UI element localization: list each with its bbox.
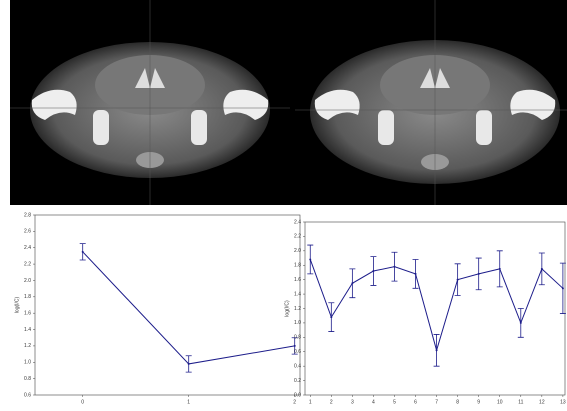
data-point [520,322,522,324]
x-tick-label: 12 [539,399,545,405]
data-point [393,266,395,268]
data-point [436,349,438,351]
y-tick-label: 1.4 [24,327,31,333]
x-tick-label: 0 [81,399,84,405]
data-point [415,273,417,275]
figure: 0.60.81.01.21.41.61.82.02.22.42.62.8012l… [0,0,567,411]
y-tick-label: 2.8 [24,212,31,218]
data-point [372,270,374,272]
data-point [351,282,353,284]
data-point [457,279,459,281]
x-tick-label: 9 [477,399,480,405]
x-tick-label: 11 [518,399,523,405]
data-point [541,268,543,270]
y-axis-label: log(I/C) [14,296,20,313]
data-point [309,258,311,260]
x-tick-label: 1 [187,399,190,405]
y-tick-label: 1.8 [24,294,31,300]
page: {"chart_data": [ {"type": "line", "ylabe… [0,0,567,411]
y-tick-label: 1.2 [24,343,31,349]
y-tick-label: 2.4 [24,245,31,251]
y-tick-label: 1.6 [294,277,301,283]
y-tick-label: 2.4 [294,219,301,225]
x-tick-label: 2 [293,399,296,405]
y-tick-label: 2.2 [24,261,31,267]
plot-area [35,215,300,395]
x-tick-label: 7 [435,399,438,405]
x-tick-label: 10 [497,399,503,405]
y-tick-label: 0.4 [294,363,301,369]
y-tick-label: 2.0 [294,248,301,254]
x-tick-label: 5 [393,399,396,405]
y-tick-label: 0.2 [294,378,301,384]
x-tick-label: 2 [330,399,333,405]
y-tick-label: 0.6 [24,392,31,398]
y-tick-label: 1.0 [294,320,301,326]
x-tick-label: 6 [414,399,417,405]
x-tick-label: 4 [372,399,375,405]
data-point [294,345,296,347]
x-tick-label: 13 [560,399,566,405]
data-point [562,287,564,289]
x-tick-label: 3 [351,399,354,405]
data-point [478,273,480,275]
y-tick-label: 1.4 [294,291,301,297]
y-tick-label: 1.8 [294,263,301,269]
y-tick-label: 0.0 [294,392,301,398]
y-tick-label: 0.8 [294,335,301,341]
y-tick-label: 1.0 [24,360,31,366]
data-point [330,316,332,318]
y-tick-label: 2.2 [294,234,301,240]
x-tick-label: 1 [309,399,312,405]
y-tick-label: 0.6 [294,349,301,355]
x-tick-label: 8 [456,399,459,405]
data-point [499,268,501,270]
data-point [188,363,190,365]
y-tick-label: 0.8 [24,376,31,382]
y-tick-label: 2.0 [24,278,31,284]
y-axis-label: log(I/C) [284,300,290,317]
y-tick-label: 2.6 [24,229,31,235]
ct-images [10,0,567,205]
data-point [82,251,84,253]
y-tick-label: 1.2 [294,306,301,312]
y-tick-label: 1.6 [24,311,31,317]
